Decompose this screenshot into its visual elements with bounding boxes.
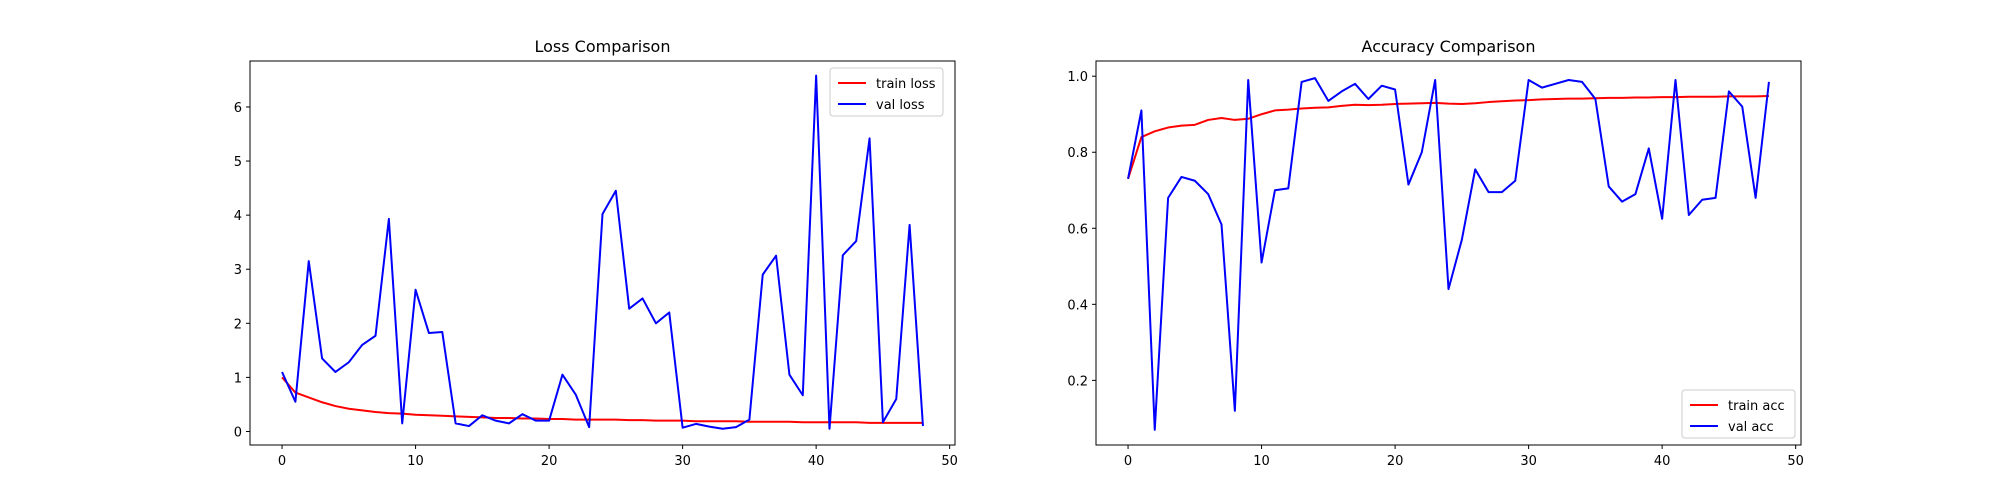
loss-x-tick-label: 20 bbox=[541, 454, 558, 469]
accuracy-x-tick-label: 20 bbox=[1387, 454, 1404, 469]
loss-y-tick-label: 5 bbox=[234, 155, 242, 170]
loss-y-tick-label: 6 bbox=[234, 101, 242, 116]
loss-y-tick-label: 0 bbox=[234, 425, 242, 440]
accuracy-legend: train acc val acc bbox=[1681, 389, 1796, 439]
loss-legend-label: val loss bbox=[876, 98, 925, 113]
loss-y-tick-label: 2 bbox=[234, 317, 242, 332]
loss-x-tick-label: 30 bbox=[674, 454, 691, 469]
accuracy-y-tick-label: 0.8 bbox=[1067, 146, 1088, 161]
loss-legend: train loss val loss bbox=[829, 67, 944, 117]
loss-plot-frame bbox=[249, 60, 956, 446]
accuracy-y-tick-label: 0.4 bbox=[1067, 298, 1088, 313]
accuracy-x-tick-label: 30 bbox=[1520, 454, 1537, 469]
loss-chart: Loss Comparison 0 10 20 30 40 50 0 1 2 3 4 5 6 train … bbox=[234, 37, 958, 469]
loss-series-train-loss bbox=[281, 376, 923, 424]
loss-series-val-loss bbox=[281, 74, 924, 430]
accuracy-series-val-acc bbox=[1127, 77, 1770, 431]
accuracy-x-tick-label: 50 bbox=[1787, 454, 1804, 469]
accuracy-chart: Accuracy Comparison 0 10 20 30 40 50 0.2 0.4 0.6… bbox=[1067, 37, 1804, 469]
loss-chart-title: Loss Comparison bbox=[535, 37, 671, 56]
loss-x-tick-label: 50 bbox=[941, 454, 958, 469]
accuracy-plot-frame bbox=[1095, 60, 1802, 446]
loss-y-tick-label: 4 bbox=[234, 209, 242, 224]
accuracy-legend-label: train acc bbox=[1728, 399, 1785, 414]
accuracy-legend-label: val acc bbox=[1728, 420, 1774, 435]
accuracy-series-train-acc bbox=[1127, 94, 1769, 180]
loss-y-tick-label: 3 bbox=[234, 263, 242, 278]
accuracy-chart-title: Accuracy Comparison bbox=[1362, 37, 1536, 56]
accuracy-y-tick-label: 0.2 bbox=[1067, 374, 1088, 389]
loss-x-tick-label: 10 bbox=[407, 454, 424, 469]
loss-x-tick-label: 0 bbox=[278, 454, 286, 469]
accuracy-x-tick-label: 40 bbox=[1654, 454, 1671, 469]
accuracy-y-tick-label: 0.6 bbox=[1067, 222, 1088, 237]
loss-y-tick-label: 1 bbox=[234, 371, 242, 386]
accuracy-x-tick-label: 0 bbox=[1124, 454, 1132, 469]
loss-x-tick-label: 40 bbox=[808, 454, 825, 469]
accuracy-y-tick-label: 1.0 bbox=[1067, 70, 1088, 85]
loss-legend-label: train loss bbox=[876, 77, 936, 92]
accuracy-x-tick-label: 10 bbox=[1253, 454, 1270, 469]
